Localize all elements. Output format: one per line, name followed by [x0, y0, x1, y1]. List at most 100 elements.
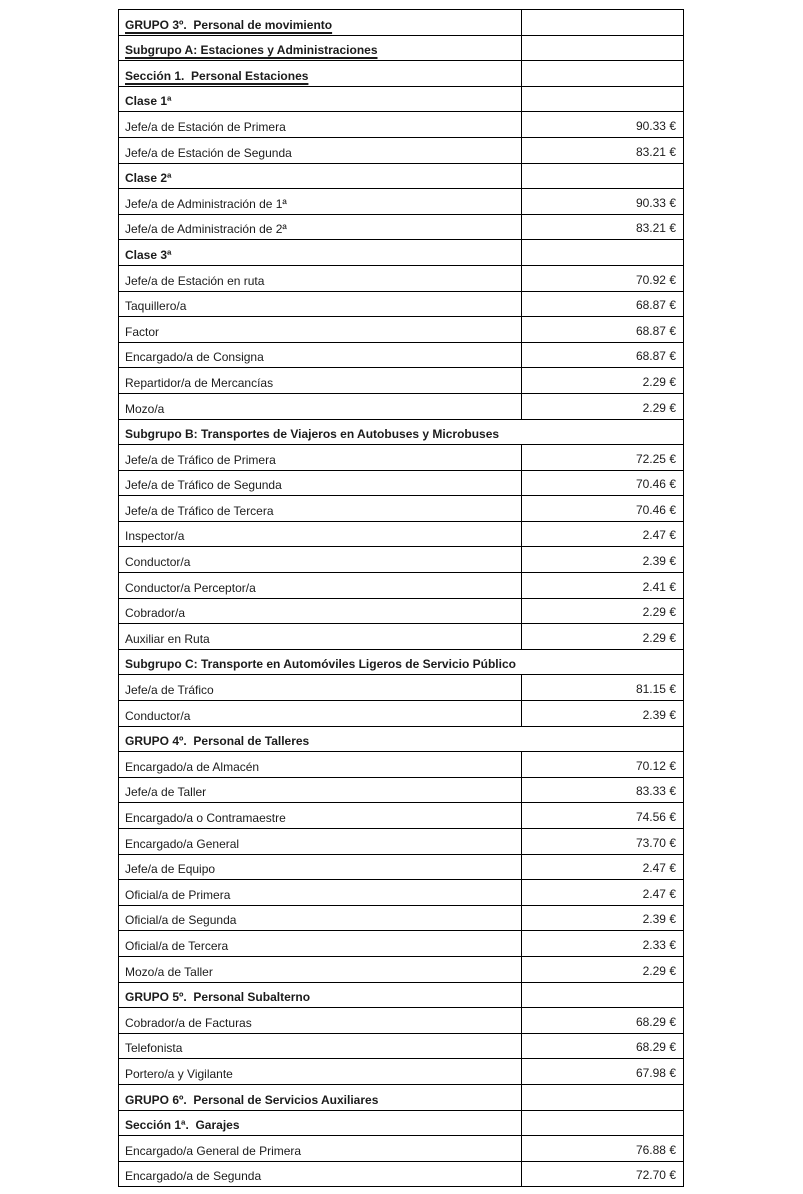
amount-value: 2.41 € [642, 579, 676, 594]
category-label: Jefe/a de Estación de Primera [125, 119, 286, 134]
category-label: Encargado/a de Almacén [125, 759, 260, 774]
category-label: Mozo/a de Taller [125, 964, 213, 979]
category-cell: Oficial/a de Primera [119, 880, 521, 905]
category-label: Encargado/a de Consigna [125, 350, 264, 365]
amount-value: 2.47 € [642, 886, 676, 901]
amount-cell: 68.29 € [521, 1008, 683, 1033]
category-label: Oficial/a de Tercera [125, 938, 229, 953]
category-cell: GRUPO 6º. Personal de Servicios Auxiliar… [119, 1085, 521, 1110]
amount-value: 2.29 € [642, 963, 676, 978]
table-row-1: GRUPO 3º. Personal de movimiento [119, 10, 683, 36]
table-row-12: Taquillero/a 68.87 € [119, 291, 683, 318]
category-cell: Encargado/a de Almacén [119, 752, 521, 777]
category-label: GRUPO 5º. Personal Subalterno [125, 990, 311, 1005]
category-label: Encargado/a o Contramaestre [125, 811, 286, 825]
category-label: Jefe/a de Equipo [125, 862, 216, 877]
table-row-40: Cobrador/a de Facturas 68.29 € [119, 1008, 683, 1034]
table-row-45: Encargado/a General de Primera 76.88 € [119, 1136, 683, 1162]
table-row-31: Jefe/a de Taller 83.33 € [119, 777, 683, 804]
table-row-41: Telefonista 68.29 € [119, 1033, 683, 1060]
amount-cell: 72.25 € [521, 445, 683, 470]
table-row-29: GRUPO 4º. Personal de Talleres [119, 727, 683, 753]
amount-cell: 2.47 € [521, 854, 683, 880]
amount-cell [521, 163, 683, 189]
category-label: Jefe/a de Estación en ruta [125, 273, 265, 288]
category-cell: Encargado/a General [119, 829, 521, 854]
amount-value: 81.15 € [635, 682, 676, 697]
amount-cell: 2.47 € [521, 521, 683, 547]
amount-cell: 72.70 € [521, 1161, 683, 1187]
amount-cell [521, 1084, 683, 1110]
amount-value: 2.29 € [642, 374, 676, 389]
amount-value: 68.29 € [635, 1040, 676, 1055]
amount-value: 83.21 € [635, 221, 676, 236]
category-label: Sección 1. Personal Estaciones [125, 68, 309, 83]
category-cell: Cobrador/a [119, 599, 521, 624]
table-row-18: Jefe/a de Tráfico de Primera 72.25 € [119, 445, 683, 471]
amount-cell [521, 61, 683, 86]
amount-cell [521, 10, 683, 35]
category-cell: Auxiliar en Ruta [119, 624, 521, 649]
category-label: Repartidor/a de Mercancías [125, 375, 274, 390]
amount-value: 90.33 € [635, 118, 676, 133]
category-label: Encargado/a General [125, 836, 240, 851]
category-cell: Clase 2ª [119, 164, 521, 189]
amount-cell: 2.33 € [521, 931, 683, 956]
amount-value: 76.88 € [635, 1142, 676, 1157]
table-row-21: Inspector/a 2.47 € [119, 521, 683, 548]
table-row-30: Encargado/a de Almacén 70.12 € [119, 752, 683, 778]
table-row-6: Jefe/a de Estación de Segunda 83.21 € [119, 137, 683, 164]
table-row-17: Subgrupo B: Transportes de Viajeros en A… [119, 420, 683, 446]
amount-cell: 2.47 € [521, 880, 683, 905]
amount-cell: 2.39 € [521, 905, 683, 931]
category-cell: Inspector/a [119, 522, 521, 547]
category-label: Inspector/a [125, 529, 185, 544]
category-label: Taquillero/a [125, 299, 187, 314]
category-label: Subgrupo C: Transporte en Automóviles Li… [125, 657, 516, 672]
amount-cell [521, 86, 683, 112]
category-label: Jefe/a de Administración de 2ª [125, 222, 287, 237]
category-cell: Factor [119, 317, 521, 342]
amount-cell: 68.87 € [521, 317, 683, 342]
table-row-46: Encargado/a de Segunda 72.70 € [119, 1161, 683, 1188]
category-cell: Jefe/a de Tráfico [119, 675, 521, 700]
amount-value: 73.70 € [635, 835, 676, 850]
category-cell: Jefe/a de Tráfico de Tercera [119, 496, 521, 521]
table-row-44: Sección 1ª. Garajes [119, 1110, 683, 1137]
table-row-22: Conductor/a 2.39 € [119, 547, 683, 574]
amount-cell: 2.29 € [521, 393, 683, 419]
category-cell: Jefe/a de Tráfico de Segunda [119, 471, 521, 496]
category-cell: Telefonista [119, 1034, 521, 1059]
amount-value: 2.29 € [642, 630, 676, 645]
amount-value: 2.47 € [642, 528, 676, 543]
category-cell: Clase 3ª [119, 240, 521, 265]
amount-value: 68.87 € [635, 349, 676, 364]
category-cell: Oficial/a de Tercera [119, 931, 521, 956]
category-cell: Jefe/a de Estación de Segunda [119, 138, 521, 163]
amount-cell: 70.12 € [521, 752, 683, 777]
amount-cell: 2.41 € [521, 573, 683, 598]
amount-cell [521, 35, 683, 61]
amount-cell [521, 1110, 683, 1136]
category-label: Cobrador/a de Facturas [125, 1015, 252, 1030]
amount-value: 72.25 € [635, 451, 676, 466]
category-cell: Conductor/a Perceptor/a [119, 573, 521, 598]
amount-value: 83.21 € [635, 144, 676, 159]
category-cell: Jefe/a de Administración de 2ª [119, 215, 521, 240]
category-cell: Repartidor/a de Mercancías [119, 368, 521, 393]
table-row-2: Subgrupo A: Estaciones y Administracione… [119, 35, 683, 62]
category-label: Jefe/a de Tráfico de Tercera [125, 503, 274, 518]
table-row-42: Portero/a y Vigilante 67.98 € [119, 1059, 683, 1085]
category-cell: Jefe/a de Taller [119, 778, 521, 803]
amount-value: 90.33 € [635, 195, 676, 210]
category-cell: Jefe/a de Tráfico de Primera [119, 445, 521, 470]
table-row-32: Encargado/a o Contramaestre 74.56 € [119, 803, 683, 829]
category-label: Jefe/a de Tráfico [125, 683, 214, 698]
category-cell: Subgrupo B: Transportes de Viajeros en A… [119, 420, 683, 445]
amount-cell [521, 240, 683, 265]
amount-cell: 2.39 € [521, 701, 683, 726]
category-label: Mozo/a [125, 401, 165, 416]
category-label: Oficial/a de Segunda [125, 913, 237, 928]
category-label: GRUPO 4º. Personal de Talleres [125, 734, 310, 749]
